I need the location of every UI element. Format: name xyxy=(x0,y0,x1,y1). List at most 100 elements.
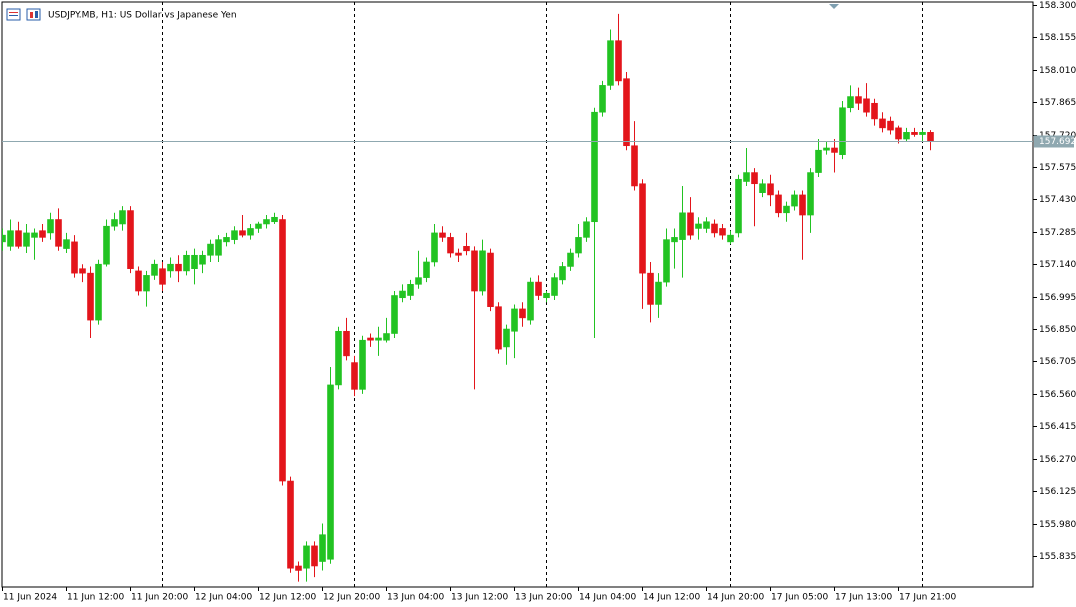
day-separators xyxy=(162,2,923,587)
candle-body xyxy=(455,252,462,256)
candle-body xyxy=(2,234,6,243)
candle-body xyxy=(791,194,798,207)
candle-body xyxy=(135,270,142,292)
y-tick-label: 155.835 xyxy=(1039,552,1076,562)
candle-body xyxy=(823,147,830,151)
candle-body xyxy=(7,230,14,247)
candle-body xyxy=(31,232,38,238)
icon xyxy=(35,11,38,18)
candle-body xyxy=(519,308,526,319)
candle-body xyxy=(551,277,558,296)
candle-body xyxy=(735,178,742,234)
candle-body xyxy=(175,263,182,272)
x-tick-label: 13 Jun 04:00 xyxy=(387,593,444,603)
y-tick-label: 158.300 xyxy=(1039,1,1076,11)
last-price-box xyxy=(1034,135,1074,148)
candle-body xyxy=(647,272,654,305)
candle-body xyxy=(375,337,382,341)
candle-body xyxy=(439,232,446,238)
x-tick-label: 14 Jun 20:00 xyxy=(707,593,764,603)
candle-body xyxy=(423,261,430,278)
candle-body xyxy=(239,230,246,236)
candle-body xyxy=(919,132,926,135)
candle-body xyxy=(367,337,374,341)
candle-body xyxy=(295,565,302,571)
candle-body xyxy=(359,339,366,390)
candle-body xyxy=(631,145,638,187)
candle-body xyxy=(191,254,198,269)
candle-body xyxy=(255,223,262,229)
candle-body xyxy=(847,96,854,109)
candle-body xyxy=(711,223,718,234)
candle-body xyxy=(927,132,934,142)
y-tick-label: 158.155 xyxy=(1039,33,1076,43)
x-tick-label: 13 Jun 12:00 xyxy=(451,593,508,603)
x-tick-label: 13 Jun 20:00 xyxy=(515,593,572,603)
candle-body xyxy=(215,239,222,256)
candle-body xyxy=(903,132,910,140)
candle-body xyxy=(871,102,878,120)
plot-area xyxy=(1,1,1034,588)
candle-body xyxy=(279,219,286,482)
candle-body xyxy=(343,330,350,357)
candle-body xyxy=(15,230,22,247)
candle-body xyxy=(703,221,710,229)
candle-body xyxy=(103,225,110,265)
candle-body xyxy=(727,234,734,243)
candle-body xyxy=(815,149,822,173)
candle-body xyxy=(303,545,310,569)
candle-body xyxy=(39,230,46,238)
candle-body xyxy=(535,281,542,296)
icon xyxy=(6,8,21,21)
candle-body xyxy=(887,120,894,131)
candle-body xyxy=(671,237,678,243)
candle-body xyxy=(231,230,238,240)
x-tick-label: 12 Jun 20:00 xyxy=(323,593,380,603)
candle-body xyxy=(383,333,390,341)
candle-body xyxy=(655,281,662,305)
x-tick-label: 11 Jun 20:00 xyxy=(131,593,188,603)
candle-body xyxy=(167,263,174,272)
candle-body xyxy=(831,147,838,153)
candle-body xyxy=(127,210,134,269)
candle-body xyxy=(247,228,254,236)
x-tick-label: 11 Jun 2024 xyxy=(3,593,57,603)
icon xyxy=(26,8,41,21)
candle-body xyxy=(855,96,862,104)
candle-body xyxy=(263,219,270,225)
x-tick-label: 14 Jun 12:00 xyxy=(643,593,700,603)
candle-body xyxy=(527,281,534,321)
last-price-label: 157.692 xyxy=(1039,137,1076,147)
candle-body xyxy=(679,212,686,240)
candle-body xyxy=(799,194,806,216)
candle-body xyxy=(567,252,574,267)
candle-body xyxy=(415,277,422,285)
y-tick-label: 157.285 xyxy=(1039,228,1076,238)
candle-body xyxy=(311,545,318,567)
candle-body xyxy=(719,228,726,236)
candle-body xyxy=(895,127,902,140)
candle-body xyxy=(543,292,550,299)
x-tick-label: 11 Jun 12:00 xyxy=(67,593,124,603)
y-tick-label: 156.125 xyxy=(1039,487,1076,497)
candle-body xyxy=(407,284,414,296)
y-tick-label: 157.865 xyxy=(1039,98,1076,108)
candle-body xyxy=(431,232,438,263)
candle-body xyxy=(55,219,62,247)
candle-body xyxy=(151,263,158,276)
y-tick-label: 158.010 xyxy=(1039,66,1076,76)
y-tick-label: 156.560 xyxy=(1039,390,1076,400)
candle-body xyxy=(503,328,510,348)
x-tick-label: 12 Jun 04:00 xyxy=(195,593,252,603)
y-tick-label: 155.980 xyxy=(1039,520,1076,530)
y-tick-label: 156.705 xyxy=(1039,357,1076,367)
candle-body xyxy=(487,252,494,307)
candle-body xyxy=(399,290,406,299)
candle-body xyxy=(511,308,518,332)
y-tick-label: 157.575 xyxy=(1039,163,1076,173)
candle-body xyxy=(319,534,326,562)
candle-body xyxy=(463,246,470,252)
candle-body xyxy=(775,194,782,214)
